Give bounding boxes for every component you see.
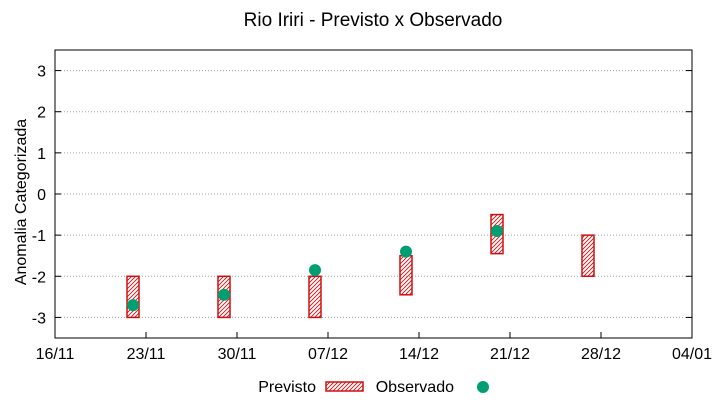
gridlines — [55, 70, 692, 318]
x-tick-label: 28/12 — [581, 346, 621, 363]
x-tick-label: 07/12 — [308, 346, 348, 363]
legend-previsto-label: Previsto — [258, 379, 316, 396]
previsto-bar — [581, 234, 595, 278]
y-axis-label: Anomalia Categorizada — [13, 119, 30, 285]
y-tick-label: 2 — [37, 105, 46, 122]
previsto-series — [126, 213, 595, 319]
previsto-bar — [399, 254, 413, 296]
previsto-bar — [126, 275, 140, 319]
x-tick-label: 14/12 — [399, 346, 439, 363]
legend: Previsto Observado — [258, 379, 489, 396]
y-tick-label: -2 — [32, 269, 46, 286]
observado-point — [309, 264, 321, 277]
observado-point — [218, 288, 230, 301]
observado-point — [400, 245, 412, 258]
y-tick-label: 3 — [37, 64, 46, 81]
x-tick-label: 21/12 — [490, 346, 530, 363]
x-tick-label: 04/01 — [672, 346, 712, 363]
y-tick-label: 1 — [37, 146, 46, 163]
observado-series — [127, 225, 503, 312]
y-tick-label: -3 — [32, 310, 46, 327]
y-tick-label: -1 — [32, 228, 46, 245]
legend-observado-marker — [477, 381, 489, 393]
legend-observado-label: Observado — [376, 379, 454, 396]
y-tick-label: 0 — [37, 187, 46, 204]
plot-frame — [54, 49, 693, 339]
x-tick-label: 23/11 — [127, 346, 166, 363]
observado-point — [491, 225, 503, 238]
legend-previsto-swatch — [325, 381, 364, 392]
previsto-bar — [308, 275, 322, 319]
x-tick-label: 16/11 — [36, 346, 75, 363]
x-axis: 16/11 23/11 30/11 07/12 14/12 21/12 28/12 04/01 — [36, 332, 712, 363]
y-axis: 3 2 1 0 -1 -2 -3 — [32, 64, 692, 327]
chart-title: Rio Iriri - Previsto x Observado — [244, 10, 503, 31]
x-tick-label: 30/11 — [218, 346, 257, 363]
observado-point — [127, 299, 139, 312]
